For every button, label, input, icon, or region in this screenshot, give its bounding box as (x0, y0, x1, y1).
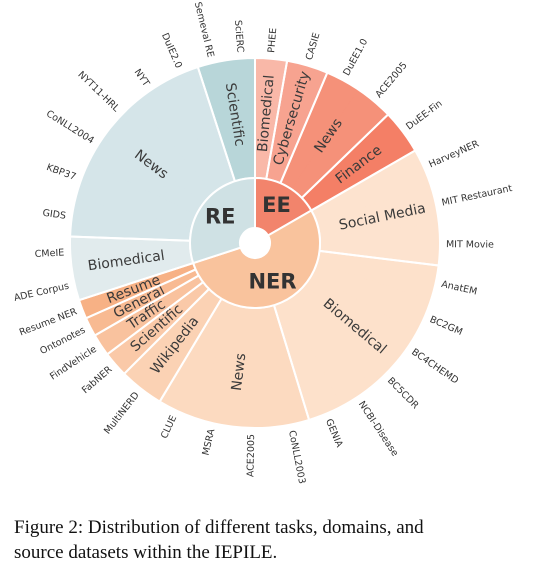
domain-label: Biomedical (255, 74, 278, 152)
task-label: RE (205, 205, 236, 229)
dataset-label: MultiNERD (102, 390, 142, 436)
dataset-label: ACE2005 (374, 60, 410, 100)
dataset-label: KBP37 (45, 162, 77, 183)
dataset-label: MSRA (201, 427, 218, 456)
domain-label: News (229, 352, 249, 392)
task-label: NER (248, 269, 296, 293)
dataset-label: MIT Movie (446, 239, 494, 250)
dataset-label: GIDS (42, 208, 67, 222)
dataset-label: CLUE (159, 414, 179, 441)
dataset-label: DuIE2.0 (159, 31, 184, 70)
dataset-label: Semeval RE (192, 1, 216, 59)
task-label: EE (262, 193, 291, 217)
dataset-label: ADE Corpus (13, 281, 70, 304)
dataset-label: BC4CHEMD (409, 347, 460, 387)
dataset-label: NCBI-Disease (356, 399, 401, 458)
task-wedge (191, 209, 321, 309)
caption-line: Figure 2: Distribution of different task… (14, 517, 424, 538)
dataset-label: CoNLL2003 (286, 429, 307, 484)
dataset-label: ACE2005 (245, 434, 257, 477)
dataset-label: MIT Restaurant (441, 183, 514, 209)
dataset-label: AnatEM (440, 279, 478, 298)
task-wedge (254, 176, 313, 237)
dataset-label: BC5CDR (385, 375, 421, 411)
dataset-label: SciERC (232, 20, 246, 54)
dataset-label: GENIA (323, 417, 345, 449)
dataset-label: CASIE (304, 31, 322, 61)
dataset-label: NYT (132, 67, 152, 89)
dataset-label: BC2GM (428, 314, 464, 338)
dataset-label: DuEE1.0 (341, 37, 370, 78)
dataset-label: HarveyNER (427, 138, 481, 170)
caption-line: source datasets within the IEPILE. (14, 542, 277, 563)
dataset-label: NYT11-HRL (75, 69, 121, 114)
dataset-label: PHEE (266, 27, 279, 53)
dataset-label: DuEE-Fin (404, 98, 444, 132)
task-wedge (189, 176, 256, 265)
dataset-label: CMeIE (35, 248, 65, 261)
dataset-label: CoNLL2004 (44, 108, 96, 146)
dataset-label: FabNER (80, 364, 115, 396)
